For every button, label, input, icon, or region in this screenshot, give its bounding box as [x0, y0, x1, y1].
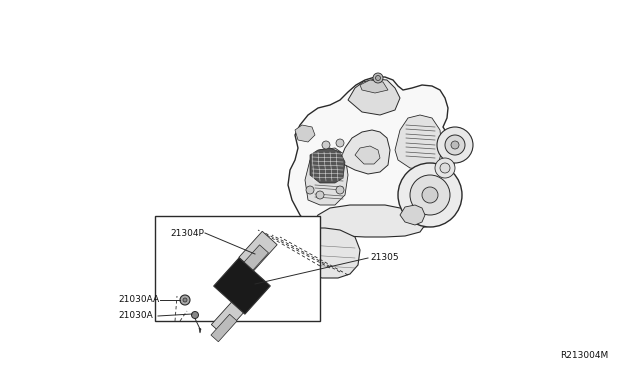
Polygon shape [211, 314, 237, 342]
Bar [155, 216, 320, 321]
Circle shape [435, 158, 455, 178]
Circle shape [191, 311, 198, 318]
Circle shape [445, 135, 465, 155]
Circle shape [322, 141, 330, 149]
Text: 21030A: 21030A [118, 311, 153, 321]
Text: R213004M: R213004M [560, 350, 608, 359]
Polygon shape [310, 205, 425, 237]
Circle shape [437, 127, 473, 163]
Circle shape [336, 186, 344, 194]
Polygon shape [295, 125, 315, 142]
Text: 21030AA: 21030AA [118, 295, 159, 305]
Polygon shape [340, 130, 390, 174]
Polygon shape [288, 77, 455, 228]
Circle shape [376, 76, 381, 80]
Text: 21304P: 21304P [170, 228, 204, 237]
Circle shape [306, 186, 314, 194]
Circle shape [398, 163, 462, 227]
Polygon shape [302, 228, 360, 278]
Circle shape [440, 163, 450, 173]
Polygon shape [348, 79, 400, 115]
Polygon shape [239, 231, 277, 271]
Polygon shape [214, 258, 270, 314]
Circle shape [422, 187, 438, 203]
Circle shape [180, 295, 190, 305]
Polygon shape [211, 301, 244, 335]
Polygon shape [310, 148, 345, 183]
Circle shape [336, 139, 344, 147]
Text: 21305: 21305 [370, 253, 399, 263]
Circle shape [373, 73, 383, 83]
Polygon shape [360, 80, 388, 93]
Polygon shape [355, 146, 380, 164]
Polygon shape [305, 148, 348, 205]
Polygon shape [395, 115, 442, 170]
Circle shape [410, 175, 450, 215]
Circle shape [183, 298, 187, 302]
Polygon shape [199, 328, 201, 333]
Circle shape [451, 141, 459, 149]
Polygon shape [400, 205, 425, 225]
Circle shape [316, 191, 324, 199]
Polygon shape [239, 245, 269, 275]
